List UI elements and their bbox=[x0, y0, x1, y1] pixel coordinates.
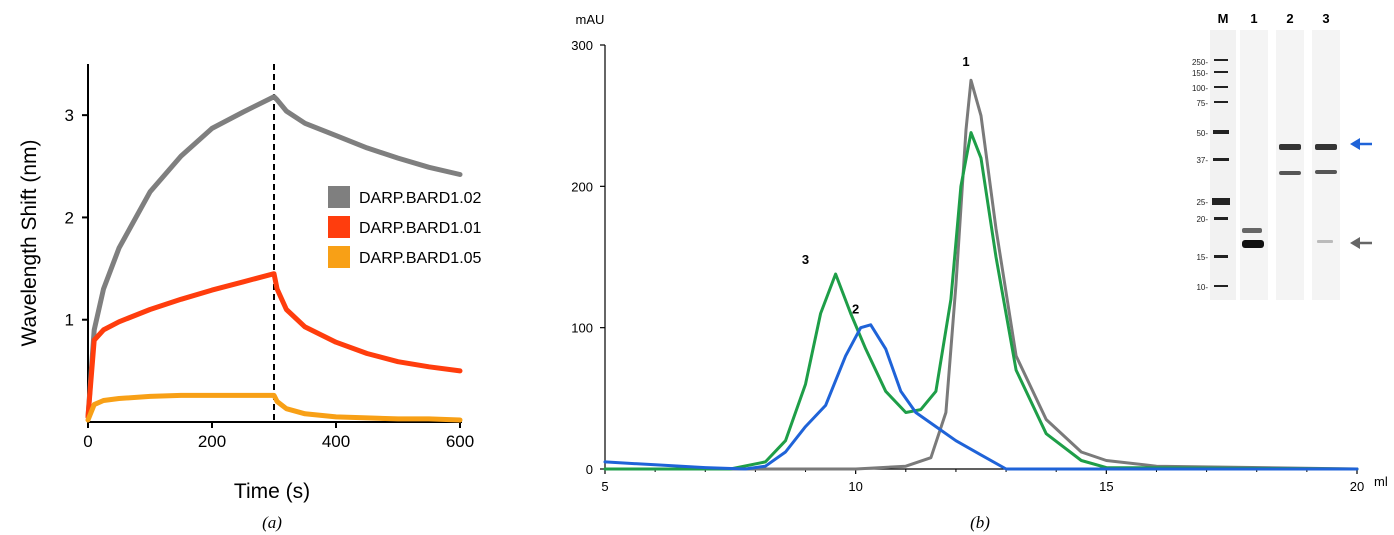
panel-a-y-axis-title: Wavelength Shift (nm) bbox=[18, 140, 41, 347]
legend-label-darp-bard1-05: DARP.BARD1.05 bbox=[359, 250, 482, 267]
panel-b-x-tick-label: 10 bbox=[848, 479, 862, 494]
panel-a-x-tick-label: 200 bbox=[198, 432, 226, 451]
gel-lane-label-m: M bbox=[1218, 11, 1229, 26]
panel-a-x-axis-title: Time (s) bbox=[234, 480, 310, 503]
legend-swatch-darp-bard1-05 bbox=[328, 246, 350, 268]
panel-b-y-tick-label: 300 bbox=[571, 38, 593, 53]
gel-mw-marker: 37- bbox=[1196, 156, 1208, 165]
gel-lane-label-3: 3 bbox=[1322, 11, 1329, 26]
gel-band-lane1 bbox=[1242, 240, 1264, 248]
series-line-darp-bard1-05 bbox=[85, 392, 463, 423]
gel-band-lane3-faint bbox=[1317, 240, 1333, 243]
gel-mw-marker: 75- bbox=[1196, 99, 1208, 108]
gel-mw-marker: 10- bbox=[1196, 283, 1208, 292]
legend-label-darp-bard1-01: DARP.BARD1.01 bbox=[359, 220, 482, 237]
gel-mw-marker: 20- bbox=[1196, 215, 1208, 224]
panel-b-x-tick-label: 5 bbox=[601, 479, 608, 494]
gel-lane-1 bbox=[1240, 30, 1268, 300]
gel-band-lane1-faint bbox=[1242, 228, 1262, 233]
gel-lane-2 bbox=[1276, 30, 1304, 300]
panel-b-trace-2 bbox=[603, 323, 1359, 471]
legend-swatch-darp-bard1-02 bbox=[328, 186, 350, 208]
gel-band-lane3-lower bbox=[1315, 170, 1337, 174]
series-line-darp-bard1-02 bbox=[85, 94, 463, 420]
panel-b-y-tick-label: 100 bbox=[571, 321, 593, 336]
panel-b-trace-1 bbox=[603, 131, 1359, 471]
peak-label-1: 1 bbox=[962, 54, 969, 69]
panel-a-y-tick-label: 3 bbox=[65, 106, 74, 125]
sds-page-gel-inset: M 1 2 3 250- 150- 100- 75- 50- 37- 25- 20- 15- 10- bbox=[1192, 11, 1372, 300]
gel-lane-3 bbox=[1312, 30, 1340, 300]
panel-a-x-tick-label: 0 bbox=[83, 432, 92, 451]
panel-b-y-axis-title: mAU bbox=[576, 12, 605, 27]
peak-label-2: 2 bbox=[852, 302, 859, 317]
panel-b-trace-0 bbox=[603, 78, 1359, 471]
peak-label-3: 3 bbox=[802, 252, 809, 267]
panel-a-label: (a) bbox=[262, 513, 282, 532]
panel-a-chart: 0 200 400 600 1 2 3 DARP.BARD1.02 DARP.BARD1.01… bbox=[18, 64, 482, 532]
series-line-darp-bard1-01 bbox=[85, 271, 463, 420]
gel-band-lane2-upper bbox=[1279, 144, 1301, 150]
gel-mw-marker: 15- bbox=[1196, 253, 1208, 262]
gel-lane-label-2: 2 bbox=[1286, 11, 1293, 26]
panel-b-x-tick-label: 15 bbox=[1099, 479, 1113, 494]
gel-band-lane3-upper bbox=[1315, 144, 1337, 150]
gel-band-lane2-lower bbox=[1279, 171, 1301, 175]
gel-arrow-head-upper bbox=[1350, 138, 1360, 150]
legend-label-darp-bard1-02: DARP.BARD1.02 bbox=[359, 190, 482, 207]
panel-a-y-tick-label: 2 bbox=[65, 208, 74, 227]
panel-a-y-tick-label: 1 bbox=[65, 311, 74, 330]
gel-ladder-bands bbox=[1212, 59, 1230, 287]
panel-a-x-tick-label: 600 bbox=[446, 432, 474, 451]
gel-mw-marker: 50- bbox=[1196, 129, 1208, 138]
gel-lane-m bbox=[1210, 30, 1236, 300]
panel-b-y-tick-label: 0 bbox=[586, 462, 593, 477]
gel-mw-marker: 150- bbox=[1192, 69, 1208, 78]
panel-b-x-tick-label: 20 bbox=[1350, 479, 1364, 494]
panel-a-x-tick-label: 400 bbox=[322, 432, 350, 451]
legend-swatch-darp-bard1-01 bbox=[328, 216, 350, 238]
gel-mw-marker: 250- bbox=[1192, 58, 1208, 67]
gel-lane-label-1: 1 bbox=[1250, 11, 1257, 26]
panel-b-label: (b) bbox=[970, 513, 990, 532]
gel-mw-marker: 25- bbox=[1196, 198, 1208, 207]
panel-b-x-axis-title: ml bbox=[1374, 474, 1388, 489]
panel-b-y-tick-label: 200 bbox=[571, 179, 593, 194]
gel-arrow-head-lower bbox=[1350, 237, 1360, 249]
gel-mw-marker: 100- bbox=[1192, 84, 1208, 93]
